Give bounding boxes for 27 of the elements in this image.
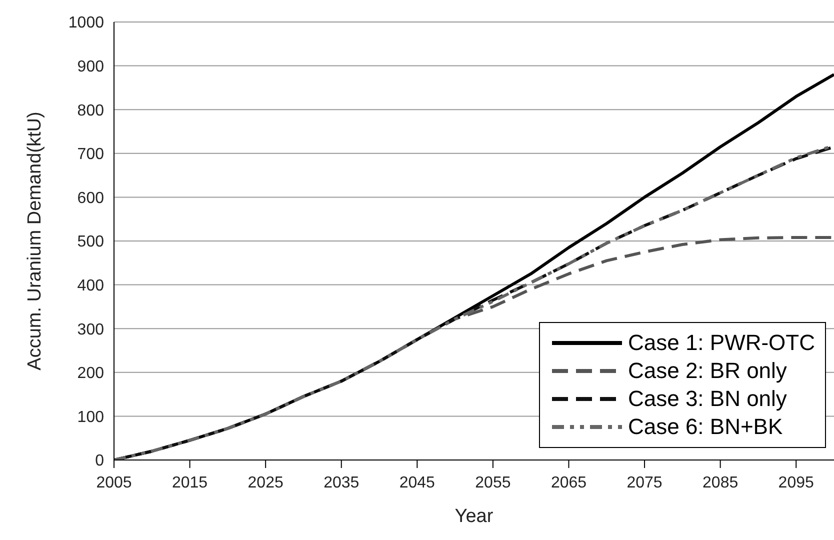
x-tick-label: 2055 [475,474,511,492]
y-tick-label: 1000 [68,14,104,32]
x-tick-label: 2065 [550,474,587,492]
y-tick-label: 700 [77,146,104,164]
legend-label: Case 1: PWR-OTC [628,330,815,356]
x-tick-label: 2095 [778,474,814,492]
y-tick-label: 400 [77,277,104,294]
y-tick-label: 900 [77,58,104,76]
legend-label: Case 2: BR only [628,358,787,384]
x-tick-label: 2035 [324,474,360,492]
x-tick-label: 2075 [626,474,662,492]
y-tick-label: 200 [77,365,104,382]
y-tick-label: 500 [77,234,104,251]
y-tick-label: 300 [77,321,104,338]
y-tick-label: 0 [95,452,104,470]
y-tick-label: 600 [77,190,104,207]
x-tick-label: 2085 [702,474,738,492]
x-axis-title: Year [454,506,494,527]
y-tick-label: 800 [77,102,104,120]
y-tick-label: 100 [77,408,104,426]
x-tick-label: 2015 [172,474,208,492]
x-tick-label: 2005 [96,474,132,492]
legend-label: Case 6: BN+BK [628,414,783,440]
y-axis-title: Accum. Uranium Demand(ktU) [24,112,46,370]
x-tick-label: 2045 [399,474,436,492]
legend-label: Case 3: BN only [628,386,787,412]
x-tick-label: 2025 [248,474,284,492]
